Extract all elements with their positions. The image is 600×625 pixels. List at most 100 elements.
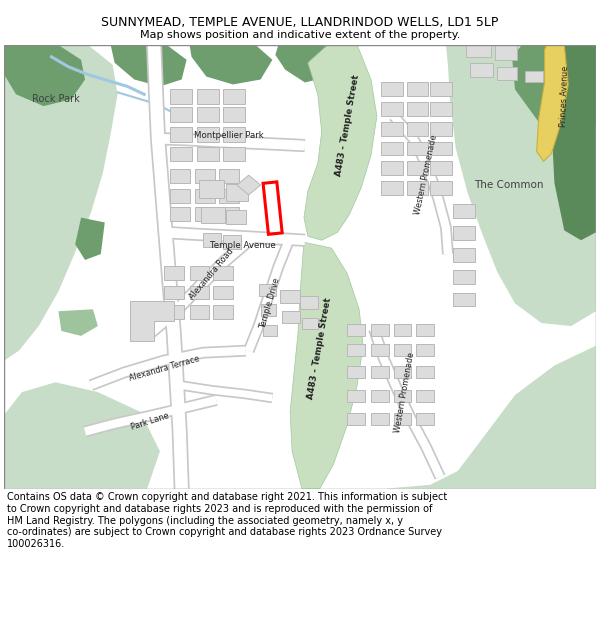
Bar <box>223 236 241 249</box>
Bar <box>213 266 233 280</box>
Bar <box>226 184 248 201</box>
Text: Temple Avenue: Temple Avenue <box>210 241 275 249</box>
Bar <box>213 286 233 299</box>
Bar <box>219 207 239 221</box>
Bar <box>223 89 245 104</box>
Bar <box>219 169 239 183</box>
Bar <box>164 306 184 319</box>
Bar <box>430 122 452 136</box>
Text: Map shows position and indicative extent of the property.: Map shows position and indicative extent… <box>140 30 460 40</box>
Bar <box>416 413 434 424</box>
Bar <box>371 344 389 356</box>
Text: Montpellier Park: Montpellier Park <box>194 131 264 140</box>
Bar <box>170 89 191 104</box>
Polygon shape <box>446 45 596 326</box>
Text: SUNNYMEAD, TEMPLE AVENUE, LLANDRINDOD WELLS, LD1 5LP: SUNNYMEAD, TEMPLE AVENUE, LLANDRINDOD WE… <box>101 16 499 29</box>
Bar <box>371 413 389 424</box>
Polygon shape <box>512 45 596 132</box>
Bar <box>430 102 452 116</box>
Bar <box>394 413 412 424</box>
Bar <box>416 366 434 378</box>
Bar <box>223 147 245 161</box>
Bar <box>497 67 517 79</box>
Text: The Common: The Common <box>475 180 544 190</box>
Polygon shape <box>110 45 187 86</box>
Bar <box>495 45 517 60</box>
Bar <box>164 286 184 299</box>
Bar <box>466 41 491 57</box>
Bar <box>223 127 245 142</box>
Bar <box>430 82 452 96</box>
Bar <box>282 311 300 323</box>
Bar <box>197 127 219 142</box>
Bar <box>453 226 475 240</box>
Bar <box>394 366 412 378</box>
Bar <box>347 366 365 378</box>
Bar <box>260 304 277 316</box>
Bar <box>170 147 191 161</box>
Bar <box>416 390 434 402</box>
Polygon shape <box>304 45 377 240</box>
Polygon shape <box>190 45 272 84</box>
Bar <box>300 296 318 309</box>
Bar <box>170 189 190 202</box>
Bar <box>190 306 209 319</box>
Bar <box>197 107 219 122</box>
Bar <box>430 181 452 195</box>
Bar <box>381 82 403 96</box>
Bar <box>347 413 365 424</box>
Bar <box>416 344 434 356</box>
Bar <box>394 324 412 336</box>
Polygon shape <box>75 217 105 260</box>
Bar <box>381 102 403 116</box>
Bar <box>202 207 225 222</box>
Bar <box>416 324 434 336</box>
Polygon shape <box>237 175 260 195</box>
Bar <box>381 161 403 175</box>
Bar <box>170 107 191 122</box>
Bar <box>407 82 428 96</box>
Bar <box>347 344 365 356</box>
Text: Park Lane: Park Lane <box>130 411 170 432</box>
Bar <box>381 122 403 136</box>
Bar <box>453 270 475 284</box>
Bar <box>197 89 219 104</box>
Bar <box>407 102 428 116</box>
Polygon shape <box>384 346 596 489</box>
Bar <box>213 306 233 319</box>
Bar <box>470 62 493 76</box>
Bar <box>407 122 428 136</box>
Bar <box>347 390 365 402</box>
Bar <box>453 204 475 217</box>
Bar <box>394 390 412 402</box>
Bar <box>525 71 542 82</box>
Bar <box>226 209 246 224</box>
Text: Temple Drive: Temple Drive <box>259 277 282 330</box>
Polygon shape <box>536 45 568 161</box>
Bar <box>371 324 389 336</box>
Bar <box>263 325 277 336</box>
Polygon shape <box>551 45 596 240</box>
Bar <box>430 142 452 156</box>
Text: Princes Avenue: Princes Avenue <box>559 66 570 127</box>
Bar <box>407 142 428 156</box>
Polygon shape <box>4 382 160 489</box>
Bar <box>371 390 389 402</box>
Bar <box>430 161 452 175</box>
Bar <box>170 127 191 142</box>
Bar <box>453 292 475 306</box>
Text: Western Promenade: Western Promenade <box>393 351 416 433</box>
Polygon shape <box>4 45 118 361</box>
Bar <box>280 289 300 303</box>
Bar <box>219 189 239 202</box>
Polygon shape <box>58 309 98 336</box>
Bar <box>190 286 209 299</box>
Bar <box>407 181 428 195</box>
Text: Alexandra Road: Alexandra Road <box>187 246 235 301</box>
Bar <box>196 207 215 221</box>
Polygon shape <box>290 242 363 489</box>
Bar <box>263 182 282 234</box>
Text: Western Promenade: Western Promenade <box>413 134 439 216</box>
Bar <box>197 147 219 161</box>
Polygon shape <box>130 301 174 341</box>
